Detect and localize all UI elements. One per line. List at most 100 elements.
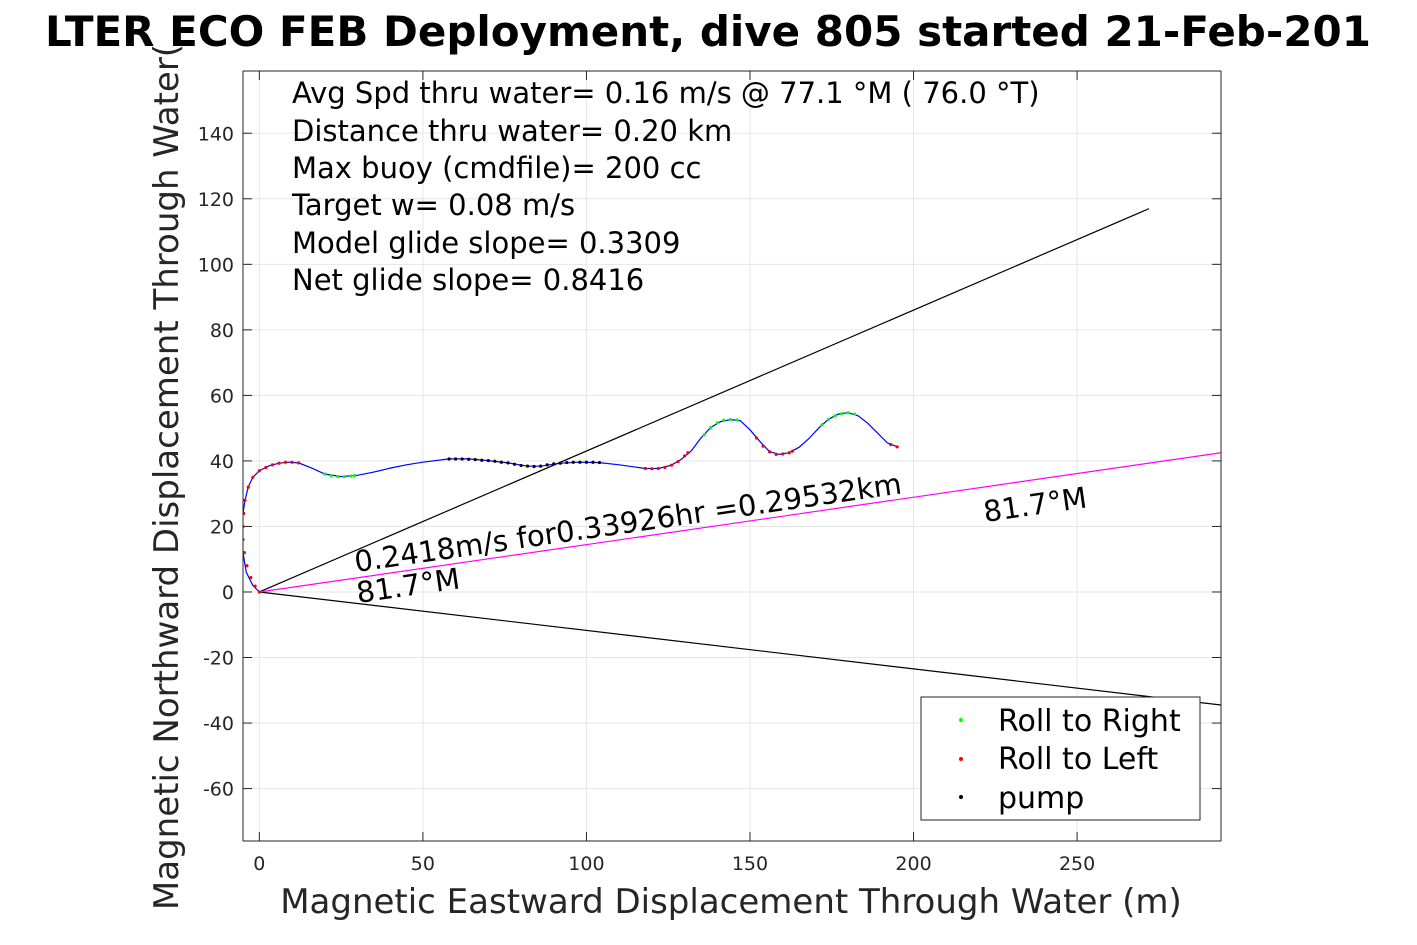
points-layer bbox=[243, 411, 899, 594]
point-pump bbox=[552, 462, 556, 466]
point-roll-to-right bbox=[839, 412, 844, 416]
point-roll-to-right bbox=[715, 421, 719, 425]
point-pump bbox=[545, 463, 549, 467]
point-roll-to-right bbox=[833, 414, 837, 418]
point-roll-to-right bbox=[342, 475, 346, 479]
x-axis-label: Magnetic Eastward Displacement Through W… bbox=[280, 882, 1182, 922]
point-pump bbox=[473, 458, 477, 462]
point-roll-to-left bbox=[246, 485, 250, 489]
point-roll-to-left bbox=[243, 498, 247, 502]
y-tick-label: 40 bbox=[210, 451, 234, 473]
y-tick-label: -40 bbox=[203, 713, 234, 735]
plot-frame bbox=[242, 70, 1222, 842]
point-roll-to-right bbox=[826, 417, 831, 421]
point-roll-to-right bbox=[853, 412, 857, 416]
point-pump bbox=[571, 460, 575, 464]
point-roll-to-right bbox=[846, 411, 850, 415]
info-line: Model glide slope= 0.3309 bbox=[292, 226, 680, 260]
point-roll-to-left bbox=[754, 436, 759, 440]
point-roll-to-left bbox=[787, 451, 791, 455]
point-pump bbox=[539, 464, 543, 468]
point-roll-to-right bbox=[709, 425, 713, 430]
point-roll-to-left bbox=[768, 450, 772, 454]
y-tick-label: 0 bbox=[222, 582, 234, 604]
x-tick-label: 100 bbox=[568, 853, 604, 875]
y-tick-label: 120 bbox=[198, 189, 234, 211]
point-pump bbox=[480, 458, 484, 462]
y-tick-label: 20 bbox=[210, 516, 234, 538]
point-roll-to-left bbox=[245, 564, 249, 568]
point-roll-to-left bbox=[686, 451, 690, 455]
point-roll-to-left bbox=[650, 467, 654, 471]
point-pump bbox=[525, 464, 530, 468]
point-roll-to-left bbox=[790, 449, 795, 453]
point-roll-to-left bbox=[761, 444, 765, 448]
point-roll-to-right bbox=[352, 474, 356, 478]
x-tick-label: 200 bbox=[895, 853, 931, 875]
y-tick-label: -20 bbox=[203, 648, 234, 670]
point-pump bbox=[447, 457, 451, 461]
info-line: Avg Spd thru water= 0.16 m/s @ 77.1 °M (… bbox=[292, 76, 1040, 110]
point-pump bbox=[584, 460, 589, 464]
x-tick-label: 0 bbox=[253, 853, 265, 875]
point-pump bbox=[486, 458, 490, 463]
point-roll-to-left bbox=[249, 575, 253, 580]
point-pump bbox=[493, 459, 497, 463]
point-roll-to-left bbox=[277, 461, 281, 465]
y-tick-label: 100 bbox=[198, 254, 234, 276]
point-pump bbox=[454, 457, 458, 461]
point-roll-to-right bbox=[336, 475, 340, 479]
y-tick-label: 80 bbox=[210, 320, 234, 342]
legend-marker-roll-left bbox=[959, 757, 963, 761]
point-roll-to-left bbox=[676, 459, 680, 464]
point-roll-to-left bbox=[781, 452, 785, 456]
reference-line bbox=[259, 208, 1150, 593]
point-pump bbox=[591, 460, 595, 464]
point-pump bbox=[506, 461, 510, 465]
reference-line bbox=[259, 452, 1221, 593]
point-roll-to-left bbox=[243, 511, 246, 515]
point-roll-to-left bbox=[682, 454, 687, 458]
point-roll-to-right bbox=[722, 418, 726, 422]
point-roll-to-right bbox=[702, 433, 706, 437]
point-roll-to-right bbox=[735, 418, 739, 422]
point-pump bbox=[565, 460, 569, 465]
reference-line bbox=[259, 591, 1221, 706]
track-layer bbox=[243, 412, 898, 593]
legend-label-pump: pump bbox=[998, 781, 1084, 816]
point-pump bbox=[519, 463, 523, 468]
point-roll-to-left bbox=[290, 460, 294, 464]
legend-marker-roll-right bbox=[959, 718, 963, 722]
point-roll-to-right bbox=[349, 474, 353, 478]
point-roll-to-left bbox=[251, 475, 255, 479]
point-roll-to-left bbox=[257, 469, 261, 473]
point-pump bbox=[578, 460, 582, 464]
legend: Roll to Right Roll to Left pump bbox=[920, 696, 1201, 821]
info-block: Avg Spd thru water= 0.16 m/s @ 77.1 °M (… bbox=[291, 76, 1040, 297]
point-roll-to-right bbox=[820, 423, 824, 427]
point-roll-to-left bbox=[264, 465, 268, 470]
point-pump bbox=[558, 461, 562, 465]
point-pump bbox=[532, 464, 536, 469]
point-roll-to-right bbox=[728, 418, 732, 422]
point-pump bbox=[467, 457, 471, 461]
point-pump bbox=[597, 460, 602, 465]
x-tick-label: 150 bbox=[732, 853, 768, 875]
point-roll-to-left bbox=[656, 466, 661, 471]
info-line: Distance thru water= 0.20 km bbox=[292, 114, 732, 148]
tick-labels: 0 50 100 150 200 250 -60 -40 -20 0 20 40 60 80 100 120 1… bbox=[198, 123, 1095, 875]
point-roll-to-right bbox=[329, 474, 333, 478]
point-roll-to-left bbox=[270, 463, 275, 467]
info-line: Net glide slope= 0.8416 bbox=[292, 263, 644, 297]
point-pump bbox=[499, 460, 504, 464]
info-line: Max buoy (cmdfile)= 200 cc bbox=[292, 151, 701, 185]
point-roll-to-left bbox=[643, 466, 647, 471]
point-roll-to-right bbox=[323, 472, 327, 476]
point-roll-to-left bbox=[895, 445, 899, 449]
point-roll-to-left bbox=[283, 460, 288, 464]
point-pump bbox=[512, 462, 517, 466]
point-roll-to-left bbox=[889, 442, 893, 447]
legend-label-roll-left: Roll to Left bbox=[998, 742, 1158, 777]
grid-lines bbox=[243, 71, 1221, 841]
